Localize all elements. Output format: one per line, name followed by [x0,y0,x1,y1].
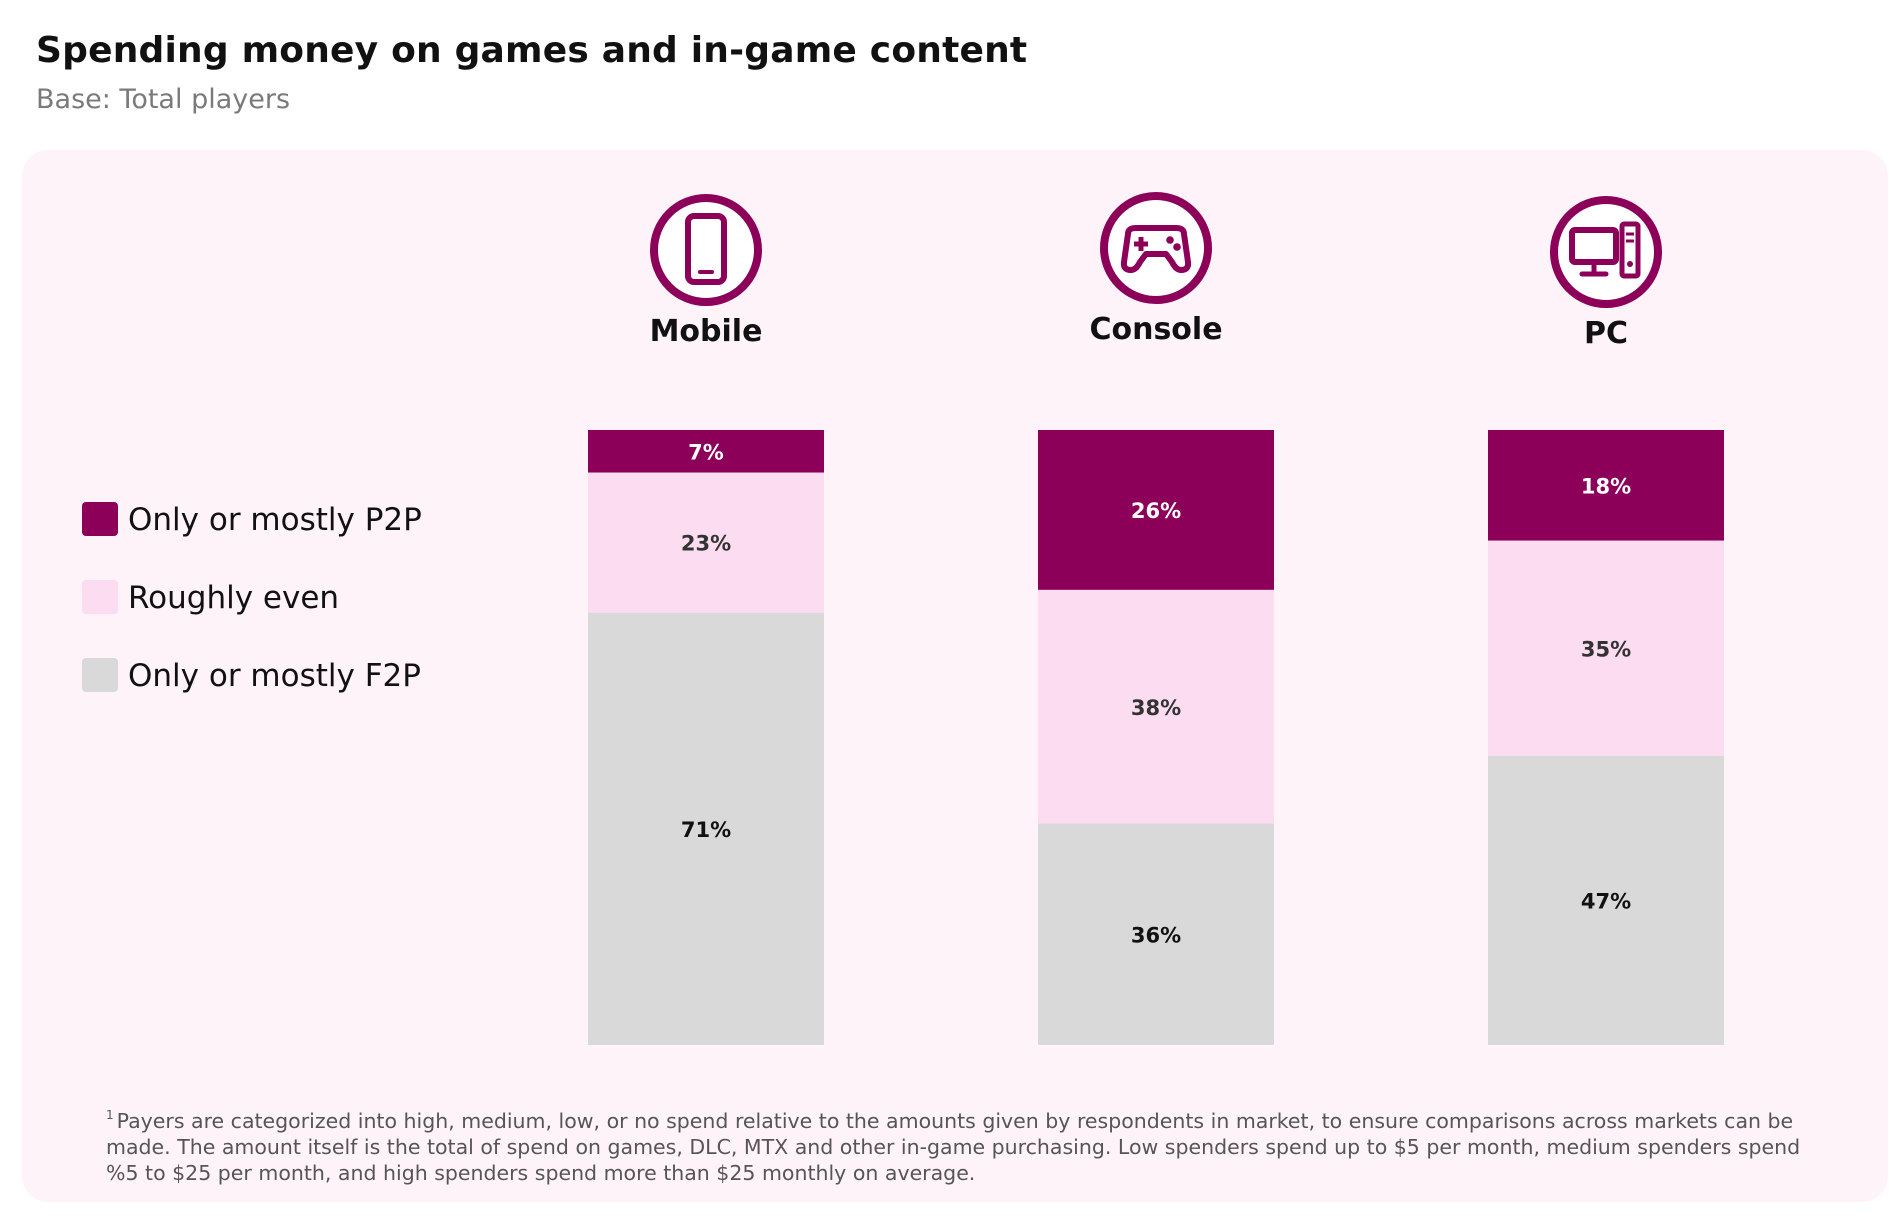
footnote-text: Payers are categorized into high, medium… [106,1109,1801,1185]
bar-segment-mobile-only-or-mostly-p2p [588,430,824,473]
platform-header-mobile: Mobile [586,192,826,349]
bar-segment-pc-roughly-even [1488,540,1724,756]
chart-title: Spending money on games and in-game cont… [36,30,1028,71]
data-label-console-roughly-even: 38% [1131,696,1181,720]
legend-label-even: Roughly even [128,580,340,616]
bar-segment-pc-only-or-mostly-p2p [1488,430,1724,541]
bar-segment-mobile-only-or-mostly-f2p [588,612,824,1045]
bar-segment-console-only-or-mostly-f2p [1038,823,1274,1045]
footnote: 1 Payers are categorized into high, mediu… [106,1102,1806,1186]
data-label-mobile-roughly-even: 23% [681,532,731,556]
platform-label-mobile: Mobile [649,314,763,349]
chart-subtitle: Base: Total players [36,84,291,115]
bar-segment-pc-only-or-mostly-f2p [1488,755,1724,1045]
data-label-console-only-or-mostly-p2p: 26% [1131,499,1181,523]
legend-swatch-f2p [82,658,118,692]
data-label-pc-only-or-mostly-f2p: 47% [1581,889,1631,913]
legend-swatch-p2p [82,502,118,536]
platform-label-pc: PC [1583,316,1628,351]
footnote-marker: 1 [106,1108,114,1122]
data-label-pc-roughly-even: 35% [1581,637,1631,661]
data-label-mobile-only-or-mostly-p2p: 7% [688,440,724,464]
desktop-computer-icon [1550,196,1662,308]
platform-header-pc: PC [1486,194,1726,351]
legend-swatch-even [82,580,118,614]
data-label-console-only-or-mostly-f2p: 36% [1131,923,1181,947]
data-label-pc-only-or-mostly-p2p: 18% [1581,474,1631,498]
mobile-phone-icon [650,194,762,306]
gamepad-icon [1100,192,1212,304]
platform-label-console: Console [1089,312,1223,347]
platform-header-console: Console [1036,190,1276,347]
legend-label-f2p: Only or mostly F2P [128,658,421,694]
bar-segment-console-only-or-mostly-p2p [1038,430,1274,590]
bar-segment-console-roughly-even [1038,589,1274,824]
legend-label-p2p: Only or mostly P2P [128,502,422,538]
bar-segment-mobile-roughly-even [588,472,824,613]
data-label-mobile-only-or-mostly-f2p: 71% [681,818,731,842]
